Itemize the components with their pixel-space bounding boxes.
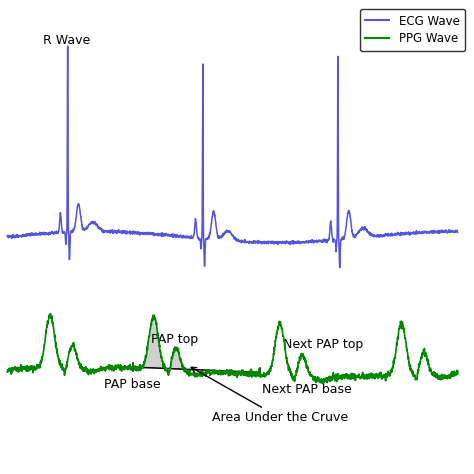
Text: R Wave: R Wave (43, 34, 90, 47)
Text: Next PAP base: Next PAP base (262, 383, 352, 396)
Text: PAP base: PAP base (104, 378, 161, 391)
Legend: ECG Wave, PPG Wave: ECG Wave, PPG Wave (360, 9, 465, 51)
Text: Area Under the Cruve: Area Under the Cruve (191, 367, 348, 424)
Text: PAP top: PAP top (151, 333, 199, 346)
Text: Next PAP top: Next PAP top (283, 338, 364, 351)
